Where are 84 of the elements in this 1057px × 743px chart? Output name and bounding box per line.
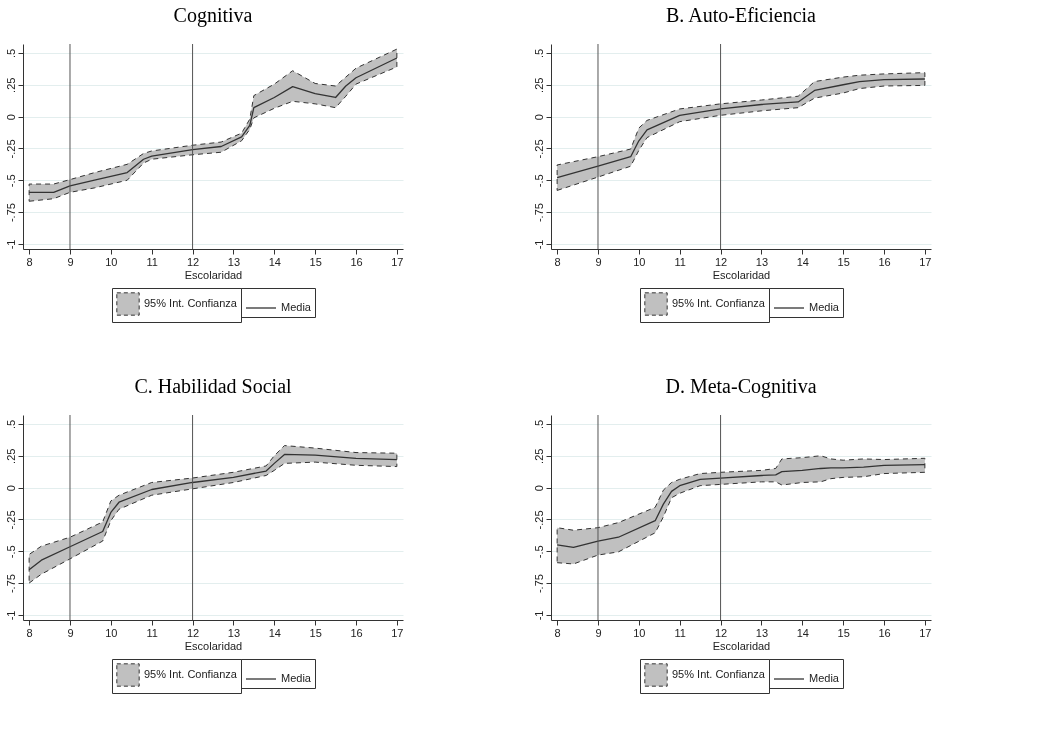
x-tick-label: 10 (105, 626, 118, 639)
y-tick-label: -1 (4, 610, 17, 621)
x-tick-label: 10 (633, 626, 646, 639)
y-tick-label: -1 (532, 239, 545, 250)
y-tick-label: -1 (4, 239, 17, 250)
x-axis-title: Escolaridad (712, 639, 771, 652)
x-tick-label: 11 (146, 626, 158, 639)
y-tick-label: -.75 (532, 203, 545, 223)
y-tick-label: -.25 (4, 139, 17, 159)
y-tick-label: .25 (532, 77, 545, 93)
y-tick-label: -.5 (4, 174, 17, 188)
x-tick-label: 9 (67, 255, 74, 268)
x-tick-label: 13 (755, 255, 769, 268)
x-tick-label: 11 (146, 255, 158, 268)
x-tick-label: 12 (714, 255, 728, 268)
x-tick-label: 15 (837, 255, 850, 268)
legend-label: Media (281, 301, 312, 313)
y-tick-label: 0 (4, 485, 17, 492)
x-tick-label: 11 (674, 626, 686, 639)
y-tick-label: .25 (4, 448, 17, 464)
x-axis-title: Escolaridad (184, 268, 243, 281)
x-tick-label: 17 (391, 255, 404, 268)
x-tick-label: 11 (674, 255, 686, 268)
x-tick-label: 14 (268, 255, 281, 268)
text: 95% Int. Confianza (144, 297, 238, 309)
x-tick-label: 15 (837, 626, 850, 639)
x-tick-label: 12 (714, 626, 728, 639)
y-tick-label: -.75 (532, 574, 545, 594)
x-tick-label: 17 (919, 626, 932, 639)
x-tick-label: 16 (350, 626, 363, 639)
legend-label: Media (281, 672, 312, 684)
x-tick-label: 10 (633, 255, 646, 268)
y-tick-label: 0 (4, 114, 17, 121)
x-tick-label: 9 (67, 626, 74, 639)
x-tick-label: 10 (105, 255, 118, 268)
chart-title: D. Meta-Cognitiva (665, 374, 817, 398)
x-axis-title: Escolaridad (712, 268, 771, 281)
x-tick-label: 12 (186, 255, 200, 268)
x-tick-label: 16 (878, 255, 891, 268)
x-tick-label: 15 (309, 255, 322, 268)
x-tick-label: 9 (595, 626, 602, 639)
y-tick-label: .25 (4, 77, 17, 93)
x-tick-label: 16 (350, 255, 363, 268)
chart-title: C. Habilidad Social (134, 374, 293, 397)
x-tick-label: 8 (26, 255, 33, 268)
x-tick-label: 17 (919, 255, 932, 268)
y-tick-label: .5 (4, 419, 17, 430)
x-tick-label: 16 (878, 626, 891, 639)
y-tick-label: .5 (532, 48, 545, 59)
y-tick-label: -1 (532, 610, 545, 621)
x-tick-label: 13 (227, 626, 241, 639)
x-tick-label: 14 (796, 626, 809, 639)
x-tick-label: 13 (227, 255, 241, 268)
x-axis-title: Escolaridad (184, 639, 243, 652)
y-tick-label: -.5 (4, 545, 17, 559)
y-tick-label: -.25 (4, 510, 17, 530)
x-tick-label: 8 (26, 626, 33, 639)
text: 95% Int. Confianza (144, 668, 238, 680)
y-tick-label: -.25 (532, 139, 545, 159)
y-tick-label: 0 (532, 114, 545, 121)
y-tick-label: -.75 (4, 574, 17, 594)
y-tick-label: .5 (4, 48, 17, 59)
y-tick-label: .25 (532, 448, 545, 464)
y-tick-label: -.5 (532, 545, 545, 559)
y-tick-label: -.75 (4, 203, 17, 223)
text: 95% Int. Confianza (672, 297, 766, 309)
y-tick-label: 0 (532, 485, 545, 492)
text: 95% Int. Confianza (672, 668, 766, 680)
x-tick-label: 17 (391, 626, 404, 639)
chart-title: Cognitiva (173, 3, 253, 27)
y-tick-label: -.25 (532, 510, 545, 530)
legend-label: Media (809, 301, 840, 313)
chart-title: B. Auto-Eficiencia (666, 3, 817, 26)
x-tick-label: 8 (554, 626, 561, 639)
y-tick-label: -.5 (532, 174, 545, 188)
x-tick-label: 9 (595, 255, 602, 268)
x-tick-label: 14 (796, 255, 809, 268)
x-tick-label: 13 (755, 626, 769, 639)
x-tick-label: 15 (309, 626, 322, 639)
y-tick-label: .5 (532, 419, 545, 430)
x-tick-label: 14 (268, 626, 281, 639)
x-tick-label: 12 (186, 626, 200, 639)
x-tick-label: 8 (554, 255, 561, 268)
legend-label: Media (809, 672, 840, 684)
